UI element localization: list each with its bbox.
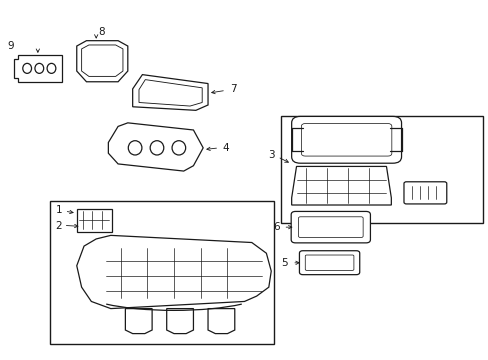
Polygon shape <box>77 41 127 82</box>
Polygon shape <box>77 235 271 309</box>
Polygon shape <box>77 208 112 232</box>
Polygon shape <box>132 75 207 111</box>
Bar <box>50 202 273 344</box>
Ellipse shape <box>128 141 142 155</box>
Ellipse shape <box>172 141 185 155</box>
Text: 5: 5 <box>281 258 287 268</box>
FancyBboxPatch shape <box>299 251 359 275</box>
Polygon shape <box>125 309 152 334</box>
Text: 2: 2 <box>55 221 62 231</box>
Text: 9: 9 <box>8 41 15 51</box>
FancyBboxPatch shape <box>291 116 401 163</box>
Ellipse shape <box>150 141 163 155</box>
Text: 4: 4 <box>222 143 229 153</box>
Ellipse shape <box>47 63 56 73</box>
Polygon shape <box>207 309 234 334</box>
Bar <box>281 116 482 223</box>
Polygon shape <box>166 309 193 334</box>
Text: 3: 3 <box>267 150 274 160</box>
Text: 7: 7 <box>229 84 236 94</box>
FancyBboxPatch shape <box>403 182 446 204</box>
Text: 1: 1 <box>55 205 62 215</box>
Polygon shape <box>291 166 390 205</box>
FancyBboxPatch shape <box>290 211 370 243</box>
Text: 6: 6 <box>272 222 279 232</box>
Ellipse shape <box>35 63 43 73</box>
Polygon shape <box>108 123 203 171</box>
Ellipse shape <box>23 63 31 73</box>
Text: 8: 8 <box>98 27 104 37</box>
Polygon shape <box>14 55 62 82</box>
